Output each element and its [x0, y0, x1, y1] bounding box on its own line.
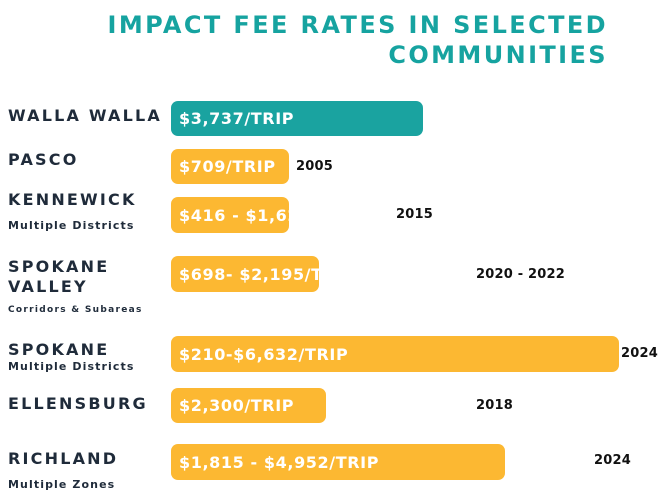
bar-label-spokane: $210-$6,632/TRIP	[179, 344, 349, 364]
subtitle-kennewick: Multiple Districts	[8, 219, 135, 232]
chart-title-line-2: COMMUNITIES	[388, 41, 608, 69]
bar-label-richland: $1,815 - $4,952/TRIP	[179, 452, 380, 472]
bar-label-kennewick: $416 - $1,621/TRIP	[179, 205, 361, 225]
bar-label-pasco: $709/TRIP	[179, 157, 276, 176]
bar-walla-walla: $3,737/TRIP	[171, 101, 423, 136]
subtitle-richland: Multiple Zones	[8, 478, 116, 491]
category-pasco: PASCO	[8, 150, 79, 169]
bar-label-walla-walla: $3,737/TRIP	[179, 109, 295, 128]
bar-kennewick: $416 - $1,621/TRIP	[171, 197, 360, 233]
year-spokane-valley: 2020 - 2022	[476, 267, 566, 282]
chart-title-line-1: IMPACT FEE RATES IN SELECTED	[107, 11, 608, 39]
year-pasco: 2005	[296, 159, 333, 174]
category-walla-walla: WALLA WALLA	[8, 106, 162, 125]
bar-label-ellensburg: $2,300/TRIP	[179, 396, 295, 415]
category-spokane-valley-line-1: SPOKANE	[8, 257, 110, 276]
category-richland: RICHLAND	[8, 449, 119, 468]
bar-ellensburg: $2,300/TRIP	[171, 388, 326, 423]
bar-pasco: $709/TRIP	[171, 149, 289, 184]
subtitle-spokane-valley: Corridors & Subareas	[8, 305, 143, 315]
subtitle-spokane: Multiple Districts	[8, 360, 135, 373]
year-ellensburg: 2018	[476, 398, 513, 413]
year-spokane: 2024	[621, 346, 658, 361]
bar-richland: $1,815 - $4,952/TRIP	[171, 444, 505, 480]
category-spokane: SPOKANE	[8, 340, 110, 359]
bar-label-spokane-valley: $698- $2,195/TRIP	[179, 264, 355, 284]
bar-spokane-valley: $698- $2,195/TRIP	[171, 256, 354, 292]
category-kennewick: KENNEWICK	[8, 190, 137, 209]
bar-spokane: $210-$6,632/TRIP	[171, 336, 619, 372]
category-ellensburg: ELLENSBURG	[8, 394, 148, 413]
year-richland: 2024	[594, 453, 631, 468]
year-kennewick: 2015	[396, 207, 433, 222]
category-spokane-valley-line-2: VALLEY	[8, 277, 88, 296]
chart-title: IMPACT FEE RATES IN SELECTED COMMUNITIES	[108, 10, 609, 70]
